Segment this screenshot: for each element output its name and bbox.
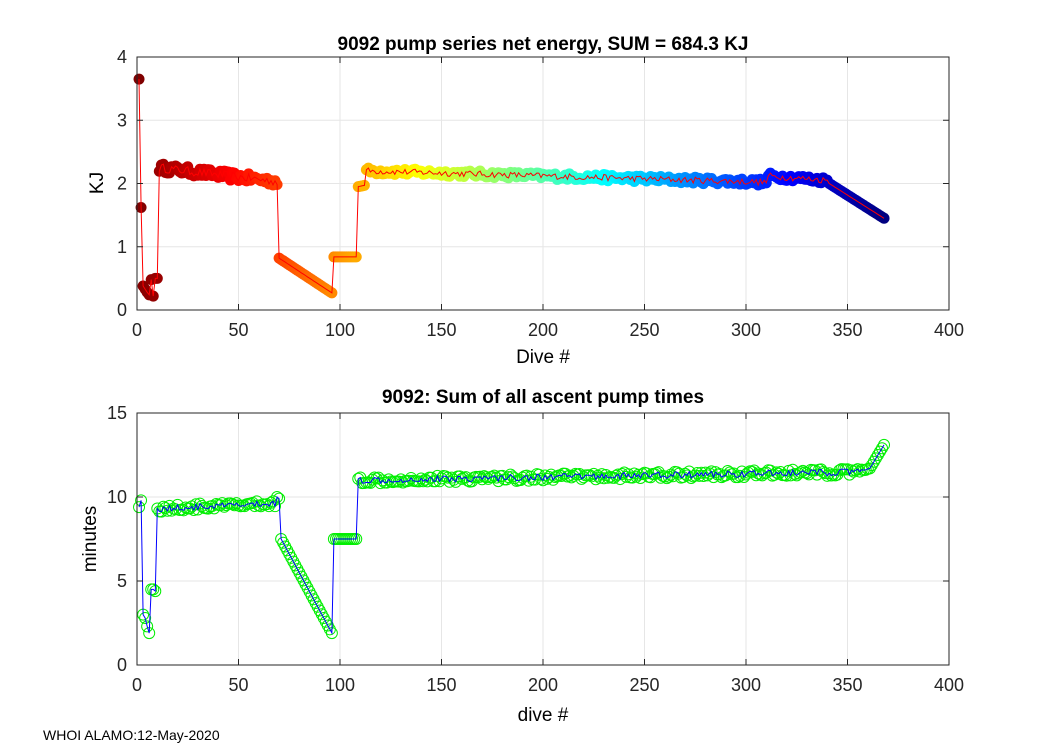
pump-time-point xyxy=(565,471,578,484)
x-tick-label: 200 xyxy=(528,675,558,695)
energy-ticks: 0 50 100 150 200 250 300 350 400 0 1 2 3 4 xyxy=(117,47,964,340)
x-tick-label: 200 xyxy=(528,320,558,340)
y-tick-label: 4 xyxy=(117,47,127,67)
pump-time-plot: 0 50 100 150 200 250 300 350 400 0 5 10 15 9092: Sum… xyxy=(80,387,964,726)
x-tick-label: 250 xyxy=(629,675,659,695)
pump-time-point xyxy=(405,471,418,484)
pump-time-point xyxy=(695,466,708,479)
pump-time-series xyxy=(133,438,891,640)
energy-title: 9092 pump series net energy, SUM = 684.3… xyxy=(338,34,749,55)
pump-time-point xyxy=(147,583,160,596)
pump-time-point xyxy=(218,500,231,513)
pump-time-point xyxy=(867,455,880,468)
pump-time-point xyxy=(721,464,734,477)
x-tick-label: 100 xyxy=(325,320,355,340)
pump-time-ticks: 0 50 100 150 200 250 300 350 400 0 5 10 15 xyxy=(107,403,964,695)
pump-time-point xyxy=(873,445,886,458)
pump-time-title: 9092: Sum of all ascent pump times xyxy=(382,387,704,408)
pump-time-point xyxy=(768,468,781,481)
x-tick-label: 100 xyxy=(325,675,355,695)
pump-time-point xyxy=(821,469,834,482)
y-tick-label: 10 xyxy=(107,487,127,507)
pump-time-point xyxy=(504,468,517,481)
pump-time-point xyxy=(640,467,653,480)
pump-time-point xyxy=(133,501,146,514)
pump-time-point xyxy=(267,495,280,508)
pump-time-point xyxy=(506,470,519,483)
pump-time-point xyxy=(658,470,671,483)
y-tick-label: 5 xyxy=(117,571,127,591)
pump-time-point xyxy=(833,464,846,477)
energy-series xyxy=(133,73,890,302)
x-tick-label: 50 xyxy=(228,675,248,695)
pump-time-point xyxy=(191,503,204,516)
pump-time-point xyxy=(496,469,509,482)
y-tick-label: 1 xyxy=(117,237,127,257)
pump-time-point xyxy=(876,442,889,455)
x-tick-label: 50 xyxy=(228,320,248,340)
pump-time-point xyxy=(271,491,284,503)
x-tick-label: 0 xyxy=(132,320,142,340)
pump-time-point xyxy=(792,467,805,480)
pump-time-point xyxy=(871,449,884,461)
pump-time-point xyxy=(597,472,610,485)
pump-time-point xyxy=(878,438,891,451)
pump-time-xlabel: dive # xyxy=(518,705,569,726)
pump-time-point xyxy=(788,467,801,480)
pump-time-point xyxy=(735,465,748,478)
x-tick-label: 300 xyxy=(731,675,761,695)
pump-time-point xyxy=(141,620,154,633)
x-tick-label: 400 xyxy=(934,675,964,695)
y-tick-label: 0 xyxy=(117,655,127,675)
pump-time-point xyxy=(865,459,878,472)
energy-point xyxy=(878,212,890,224)
pump-time-point xyxy=(189,498,202,511)
pump-time-point xyxy=(845,464,858,477)
pump-time-point xyxy=(869,452,882,465)
pump-time-point xyxy=(374,477,387,490)
pump-time-point xyxy=(228,499,241,512)
pump-time-point xyxy=(547,473,560,486)
pump-time-point xyxy=(636,468,649,481)
pump-time-point xyxy=(563,469,576,482)
pump-time-point xyxy=(705,465,718,478)
y-tick-label: 0 xyxy=(117,300,127,320)
x-tick-label: 250 xyxy=(629,320,659,340)
pump-time-line xyxy=(138,444,885,636)
pump-time-point xyxy=(764,464,777,477)
pump-time-ylabel: minutes xyxy=(80,506,101,573)
pump-time-point xyxy=(800,467,813,480)
x-tick-label: 300 xyxy=(731,320,761,340)
pump-time-point xyxy=(478,470,491,483)
footer-credit: WHOI ALAMO:12-May-2020 xyxy=(43,727,220,743)
pump-time-point xyxy=(851,463,864,476)
pump-time-point xyxy=(652,466,665,479)
pump-time-point xyxy=(139,611,152,624)
energy-xlabel: Dive # xyxy=(516,347,570,368)
pump-time-point xyxy=(660,472,673,485)
energy-ylabel: KJ xyxy=(87,172,108,194)
y-tick-label: 15 xyxy=(107,403,127,423)
x-tick-label: 350 xyxy=(832,320,862,340)
x-tick-label: 0 xyxy=(132,675,142,695)
x-tick-label: 150 xyxy=(426,675,456,695)
y-tick-label: 3 xyxy=(117,110,127,130)
pump-time-point xyxy=(863,462,876,475)
y-tick-label: 2 xyxy=(117,174,127,194)
pump-time-point xyxy=(650,467,663,480)
x-tick-label: 150 xyxy=(426,320,456,340)
x-tick-label: 400 xyxy=(934,320,964,340)
energy-line xyxy=(138,79,885,297)
energy-plot: 0 50 100 150 200 250 300 350 400 0 1 2 3 4 9092 pump … xyxy=(87,34,964,368)
x-tick-label: 350 xyxy=(832,675,862,695)
pump-time-point xyxy=(543,470,556,483)
pump-time-point xyxy=(707,471,720,484)
pump-time-point xyxy=(815,463,828,476)
